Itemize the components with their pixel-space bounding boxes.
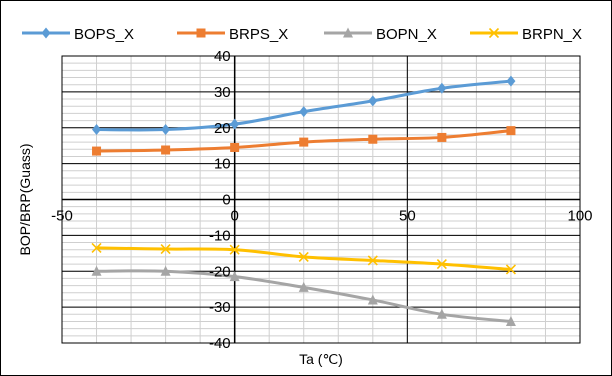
x-marker-stroke [298,251,309,262]
data-point-bops-x [437,82,447,94]
series-brps-x [92,126,516,156]
diamond-marker [368,95,378,107]
square-marker [92,146,102,156]
data-point-brps-x [299,137,309,147]
x-axis-label: Ta (℃) [299,351,343,367]
legend-label: BOPS_X [74,26,134,43]
square-marker [437,132,447,142]
x-marker-stroke [488,27,500,39]
data-point-bopn-x [436,308,447,319]
y-tick-label: 10 [214,156,231,173]
x-tick-label: 100 [567,208,592,225]
data-point-bops-x [299,106,309,118]
data-point-brps-x [92,146,102,156]
triangle-marker [343,27,353,38]
x-marker-stroke [91,242,102,253]
legend-entry-bops-x: BOPS_X [22,26,134,43]
x-marker-stroke [367,255,378,266]
triangle-marker [505,315,516,326]
diamond-marker [437,82,447,94]
diamond-marker [92,124,102,136]
x-tick-label: -50 [51,208,73,225]
triangle-marker [160,265,171,276]
diamond-marker [161,124,171,136]
diamond-marker [230,118,240,130]
square-marker [299,137,309,147]
x-marker-stroke [505,264,516,275]
data-point-brpn-x [160,243,171,255]
data-point-bopn-x [505,315,516,326]
y-tick-label: -20 [209,263,231,280]
y-axis-label: BOP/BRP(Guass) [17,143,33,255]
data-point-bops-x [506,75,516,87]
data-point-brps-x [368,134,378,144]
legend: BOPS_X BRPS_X BOPN_X BRPN_X [22,26,582,43]
series-bopn-x [91,265,516,326]
data-point-bopn-x [298,281,309,292]
diamond-marker [41,27,51,39]
legend-entry-bopn-x: BOPN_X [324,26,437,43]
legend-label: BRPS_X [229,26,288,43]
data-point-bops-x [230,118,240,130]
series-bops-x [92,75,516,136]
square-marker [161,145,171,155]
x-tick-label: 0 [230,208,238,225]
data-point-brpn-x [367,255,378,266]
triangle-marker [436,308,447,319]
data-point-bopn-x [160,265,171,276]
data-point-brpn-x [229,244,240,255]
axes [61,55,581,344]
data-point-brpn-x [298,251,309,262]
tick-labels: -40 -30 -20 -10 0 10 20 30 40 -50 0 50 100 [51,48,592,352]
data-point-brpn-x [436,259,447,270]
y-tick-label: 30 [214,84,231,101]
y-tick-label: 0 [222,192,230,209]
legend-label: BRPN_X [522,26,582,43]
triangle-marker [298,281,309,292]
x-marker-stroke [160,243,171,255]
triangle-marker [91,265,102,276]
y-tick-label: -10 [209,227,231,244]
data-point-brps-x [506,126,516,136]
data-point-brps-x [161,145,171,155]
data-point-bops-x [368,95,378,107]
x-tick-label: 50 [399,208,416,225]
triangle-marker [367,294,378,305]
legend-entry-brps-x: BRPS_X [177,26,288,43]
data-point-bopn-x [367,294,378,305]
data-point-brpn-x [91,242,102,253]
diamond-marker [506,75,516,87]
y-tick-label: -40 [209,335,231,352]
square-marker [368,134,378,144]
legend-entry-brpn-x: BRPN_X [470,26,582,43]
x-marker-stroke [229,244,240,255]
square-marker [196,28,206,38]
y-tick-label: -30 [209,299,231,316]
data-point-brpn-x [505,264,516,275]
series-layer [91,75,516,326]
square-marker [506,126,516,136]
data-point-bopn-x [91,265,102,276]
data-point-bops-x [92,124,102,136]
data-point-brps-x [437,132,447,142]
series-brpn-x [91,242,516,275]
legend-label: BOPN_X [376,26,437,43]
data-point-bops-x [161,124,171,136]
triangle-marker [229,271,240,282]
data-point-brps-x [230,142,240,152]
data-point-bopn-x [229,271,240,282]
x-marker-stroke [436,259,447,270]
y-tick-label: 40 [214,48,231,65]
diamond-marker [299,106,309,118]
y-tick-label: 20 [214,120,231,137]
square-marker [230,142,240,152]
